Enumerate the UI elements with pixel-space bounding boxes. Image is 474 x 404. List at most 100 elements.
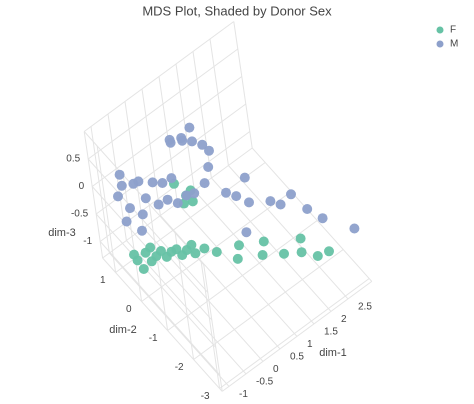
- point: [286, 189, 296, 200]
- point: [232, 253, 243, 264]
- y-tick-label: 0: [126, 304, 132, 315]
- point: [189, 188, 200, 199]
- point: [181, 190, 192, 201]
- grid-line: [211, 177, 332, 312]
- point: [147, 177, 158, 188]
- y-tick-label: -3: [201, 391, 210, 402]
- point: [162, 194, 173, 205]
- point: [211, 247, 222, 257]
- grid-line: [90, 126, 110, 254]
- point: [265, 196, 276, 207]
- point: [138, 263, 149, 274]
- point: [145, 242, 156, 253]
- point: [239, 172, 250, 183]
- point: [324, 246, 334, 257]
- legend-label: F: [450, 25, 456, 36]
- point: [157, 178, 168, 188]
- point: [244, 197, 254, 208]
- point: [312, 251, 323, 261]
- x-tick-label: 2: [341, 314, 347, 325]
- x-tick-label: 2.5: [358, 302, 372, 313]
- grid-line: [95, 213, 217, 348]
- x-tick-label: 1.5: [324, 327, 338, 338]
- z-tick-label: -0.5: [71, 209, 89, 220]
- point: [113, 191, 123, 202]
- grid-line: [148, 203, 169, 331]
- point: [221, 187, 231, 198]
- y-tick-label: -1: [149, 333, 158, 344]
- point: [279, 248, 289, 259]
- point: [153, 199, 164, 210]
- axis-edge: [102, 257, 223, 392]
- point: [257, 250, 268, 261]
- grid-line: [109, 252, 230, 387]
- chart-title: MDS Plot, Shaded by Donor Sex: [142, 3, 332, 18]
- grid-line: [193, 249, 344, 360]
- x-axis-title: dim-1: [319, 347, 347, 359]
- grid-line: [122, 174, 143, 302]
- point: [317, 213, 328, 224]
- grid-line: [124, 101, 144, 229]
- point: [171, 244, 182, 255]
- point: [203, 162, 214, 172]
- point: [116, 180, 127, 191]
- point: [156, 246, 166, 256]
- point: [199, 243, 210, 254]
- grid-line: [87, 48, 239, 160]
- grid-line: [141, 88, 161, 216]
- point: [187, 196, 198, 207]
- grid-line: [99, 241, 221, 376]
- grid-line: [167, 220, 318, 331]
- point: [275, 199, 286, 210]
- point: [129, 249, 139, 260]
- point: [133, 176, 144, 187]
- x-tick-label: 0.5: [290, 352, 304, 363]
- point: [204, 145, 214, 156]
- point: [302, 204, 313, 214]
- point: [114, 169, 125, 180]
- point: [187, 136, 197, 147]
- y-tick-label: -2: [175, 362, 184, 373]
- point: [258, 236, 269, 247]
- point: [166, 173, 177, 184]
- point: [186, 239, 197, 250]
- grid-line: [219, 278, 370, 389]
- point: [121, 216, 132, 227]
- point: [241, 227, 252, 238]
- point: [199, 178, 210, 189]
- legend-marker: [436, 26, 444, 34]
- grid-line: [96, 145, 117, 273]
- point: [172, 198, 183, 209]
- point: [184, 122, 195, 133]
- point: [164, 134, 175, 145]
- grid-line: [209, 38, 229, 166]
- axis-edge: [203, 264, 223, 392]
- point: [140, 193, 151, 204]
- x-tick-label: 1: [307, 339, 313, 350]
- point: [295, 233, 306, 244]
- point: [231, 191, 242, 202]
- z-tick-label: -1: [83, 236, 92, 247]
- point: [137, 225, 147, 236]
- z-tick-label: 0.5: [66, 154, 80, 165]
- grid-line: [177, 202, 298, 337]
- point: [234, 240, 244, 251]
- grid-line: [141, 191, 292, 302]
- y-axis-title: dim-2: [109, 324, 137, 336]
- point: [125, 203, 135, 214]
- point: [137, 209, 148, 220]
- grid-line: [160, 215, 281, 350]
- grid-line: [228, 165, 349, 300]
- grid-line: [87, 158, 209, 293]
- grid-line: [115, 162, 266, 273]
- point: [190, 248, 201, 259]
- axis-edge: [233, 21, 253, 149]
- grid-line: [91, 76, 243, 187]
- grid-line: [200, 261, 221, 389]
- legend-marker: [436, 40, 444, 48]
- x-tick-label: -0.5: [256, 377, 274, 388]
- axis-edge: [251, 147, 373, 282]
- z-tick-label: 0: [79, 181, 85, 192]
- grid-line: [192, 51, 212, 179]
